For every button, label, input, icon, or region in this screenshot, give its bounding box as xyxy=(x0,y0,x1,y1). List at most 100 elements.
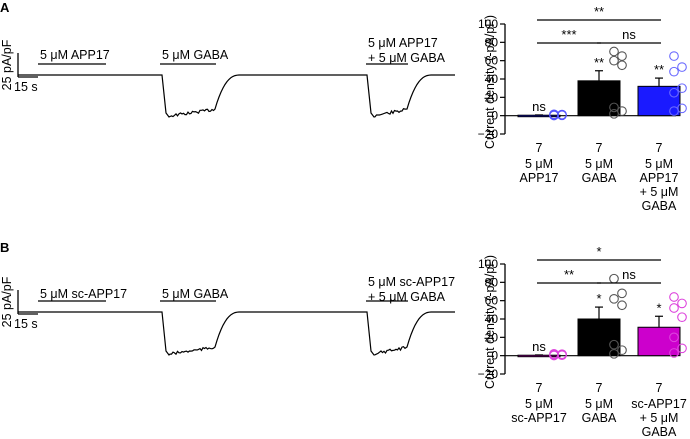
category-label: GABA xyxy=(582,171,617,185)
y-tick-label: 0 xyxy=(491,109,498,123)
bar-significance: ** xyxy=(654,62,664,77)
category-label: sc-APP17 xyxy=(631,397,687,411)
data-point xyxy=(669,51,679,61)
y-tick-label: 40 xyxy=(485,72,499,86)
category-label: + 5 μM xyxy=(640,411,679,425)
data-point xyxy=(669,66,679,77)
y-tick-label: −20 xyxy=(478,127,499,141)
bar xyxy=(577,80,621,117)
n-label: 7 xyxy=(536,381,543,395)
bar-significance: ns xyxy=(532,99,546,114)
application-label: 5 μM sc-APP17 xyxy=(40,287,127,301)
data-point xyxy=(617,345,627,356)
y-tick-label: 60 xyxy=(485,294,499,308)
category-label: 5 μM xyxy=(525,157,553,171)
application-label: 5 μM sc-APP17 xyxy=(368,275,455,289)
bar xyxy=(577,318,621,357)
category-label: 5 μM xyxy=(585,397,613,411)
current-trace xyxy=(18,74,455,118)
y-tick-label: 100 xyxy=(478,17,498,31)
data-point xyxy=(677,62,687,72)
bar-significance: ** xyxy=(594,55,604,70)
data-point xyxy=(677,298,687,309)
bracket-label: ns xyxy=(622,27,636,42)
bracket-label: *** xyxy=(561,27,576,42)
application-label: + 5 μM GABA xyxy=(368,290,446,304)
data-point xyxy=(609,348,619,359)
scale-label-time: 15 s xyxy=(14,80,38,94)
y-tick-label: 0 xyxy=(491,349,498,363)
panel-letter: A xyxy=(0,0,10,15)
bracket-label: ** xyxy=(594,4,604,19)
y-tick-label: 20 xyxy=(485,330,499,344)
bar-significance: ns xyxy=(532,339,546,354)
y-tick-label: 60 xyxy=(485,54,499,68)
data-point xyxy=(609,339,619,350)
application-label: 5 μM APP17 xyxy=(368,36,438,50)
y-axis-label: Current density (-pA/pF) xyxy=(483,15,497,149)
data-point xyxy=(617,288,627,299)
category-label: sc-APP17 xyxy=(511,411,567,425)
category-label: 5 μM xyxy=(585,157,613,171)
application-label: + 5 μM GABA xyxy=(368,51,446,65)
n-label: 7 xyxy=(596,141,603,155)
y-axis-label: Current density (-pA/pF) xyxy=(483,255,497,389)
y-tick-label: −20 xyxy=(478,367,499,381)
bar-significance: * xyxy=(656,300,661,315)
category-label: APP17 xyxy=(520,171,559,185)
scale-label-time: 15 s xyxy=(14,317,38,331)
category-label: GABA xyxy=(642,425,677,439)
data-point xyxy=(609,102,619,113)
data-point xyxy=(669,332,679,343)
data-point xyxy=(617,51,627,61)
data-point xyxy=(609,273,619,284)
data-point xyxy=(677,103,687,114)
data-point xyxy=(609,293,619,304)
application-label: 5 μM GABA xyxy=(162,48,229,62)
data-point xyxy=(669,87,679,98)
y-tick-label: 40 xyxy=(485,312,499,326)
data-point xyxy=(549,109,559,120)
data-point xyxy=(677,343,687,354)
n-label: 7 xyxy=(656,141,663,155)
bar-significance: * xyxy=(596,291,601,306)
data-point xyxy=(677,83,687,94)
category-label: GABA xyxy=(582,411,617,425)
scale-label-current: 25 pA/pF xyxy=(0,276,14,327)
data-point xyxy=(669,303,679,313)
n-label: 7 xyxy=(536,141,543,155)
bar xyxy=(637,85,681,117)
category-label: 5 μM xyxy=(525,397,553,411)
n-label: 7 xyxy=(656,381,663,395)
y-tick-label: 80 xyxy=(485,275,499,289)
y-tick-label: 100 xyxy=(478,257,498,271)
data-point xyxy=(617,106,627,116)
data-point xyxy=(669,348,679,358)
data-point xyxy=(669,292,679,302)
data-point xyxy=(617,60,627,71)
y-tick-label: 80 xyxy=(485,35,499,49)
current-trace xyxy=(18,311,455,356)
application-label: 5 μM APP17 xyxy=(40,48,110,62)
data-point xyxy=(609,46,619,57)
bracket-label: ** xyxy=(564,267,574,282)
data-point xyxy=(617,300,627,311)
panel-letter: B xyxy=(0,240,9,255)
application-label: 5 μM GABA xyxy=(162,287,229,301)
n-label: 7 xyxy=(596,381,603,395)
category-label: 5 μM xyxy=(645,157,673,171)
category-label: + 5 μM xyxy=(640,185,679,199)
category-label: APP17 xyxy=(640,171,679,185)
data-point xyxy=(609,55,619,66)
y-tick-label: 20 xyxy=(485,90,499,104)
scale-label-current: 25 pA/pF xyxy=(0,39,14,90)
data-point xyxy=(557,109,567,120)
bracket-label: * xyxy=(596,244,601,259)
data-point xyxy=(549,348,559,359)
data-point xyxy=(557,349,567,360)
